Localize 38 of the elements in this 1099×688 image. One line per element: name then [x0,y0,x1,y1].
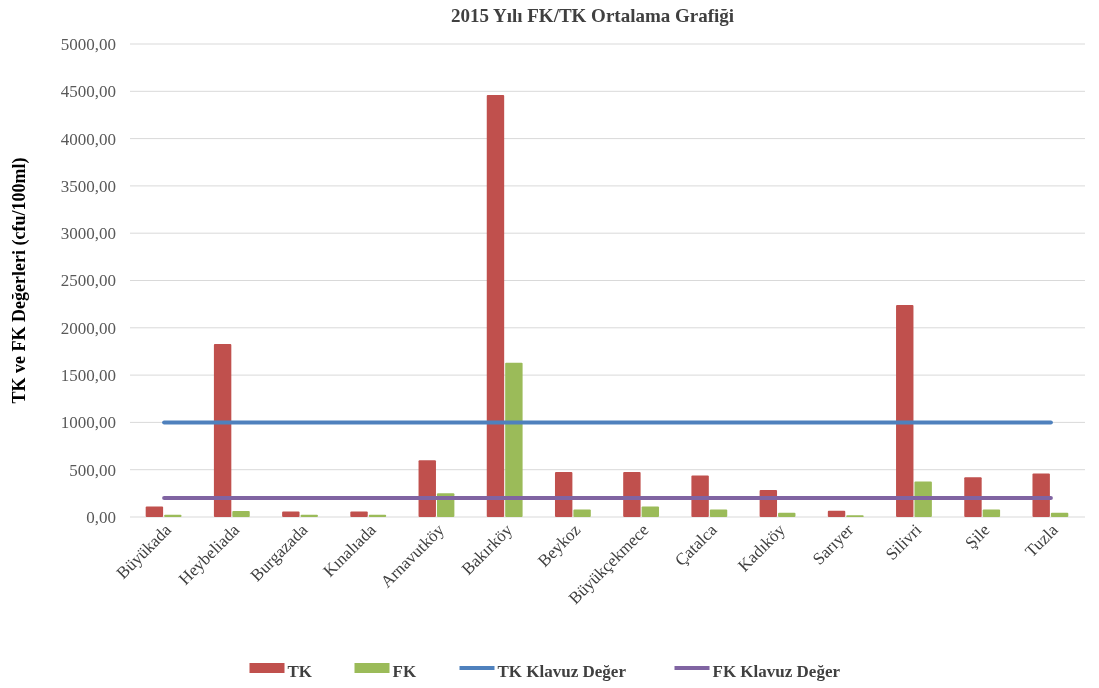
bar [896,305,914,517]
legend-label: FK Klavuz Değer [712,662,841,682]
y-tick-label: 1000,00 [60,413,116,433]
bar [778,512,796,517]
y-tick-label: 4500,00 [60,82,116,102]
bar [573,509,591,517]
legend-label: TK Klavuz Değer [497,662,627,682]
bar [282,511,300,517]
x-tick-label: Şile [961,520,994,553]
bar [213,343,232,517]
bar [827,510,846,517]
legend-label: TK [287,662,313,682]
bar [350,511,368,517]
y-tick-label: 2500,00 [60,271,116,291]
bar [623,472,641,517]
bar [505,362,523,517]
y-tick-label: 2000,00 [60,318,116,338]
y-tick-label: 3500,00 [60,176,116,196]
y-tick-label: 3000,00 [60,224,116,244]
y-tick-label: 500,00 [69,460,116,480]
bar [964,477,982,517]
bar [1032,473,1050,517]
bar [1050,512,1069,517]
bar [641,506,660,517]
y-tick-label: 4000,00 [60,129,116,149]
y-tick-label: 1500,00 [60,366,116,386]
bar [486,95,505,517]
bar [982,509,1001,517]
bar [418,460,436,517]
bar [691,475,709,517]
y-tick-label: 0,00 [86,507,116,527]
bar [709,509,728,517]
legend-label: FK [392,662,417,682]
bar [232,510,250,517]
y-tick-label: 5000,00 [60,34,116,54]
y-axis-title: TK ve FK Değerleri (cfu/100ml) [9,157,30,404]
bar [145,506,164,517]
chart-title: 2015 Yılı FK/TK Ortalama Grafiği [450,5,735,26]
